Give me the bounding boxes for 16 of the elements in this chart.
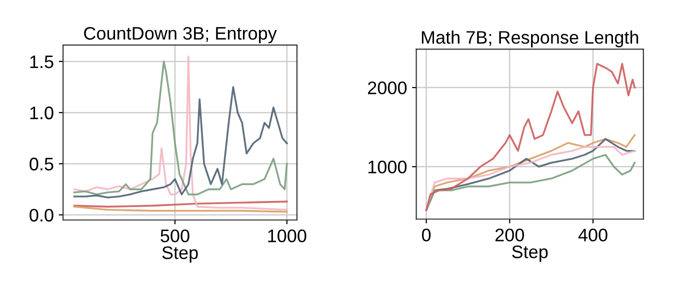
x-tick-label: 1000 xyxy=(268,230,306,242)
x-tick-label: 400 xyxy=(578,228,608,242)
x-tick-label: 0 xyxy=(422,228,431,242)
y-tick-label: 1.0 xyxy=(30,106,54,120)
chart-title: Math 7B; Response Length xyxy=(422,30,638,48)
x-tick-label: 200 xyxy=(495,228,524,242)
x-axis-title: Step xyxy=(512,245,548,262)
line-series xyxy=(425,62,636,212)
y-tick-label: 0.5 xyxy=(30,158,54,170)
y-tick-label: 0.0 xyxy=(30,208,54,222)
chart-title: CountDown 3B; Entropy xyxy=(84,26,277,44)
y-tick-label: 2000 xyxy=(368,81,407,94)
y-tick-label: 1.5 xyxy=(30,56,54,68)
line-series xyxy=(73,86,288,198)
x-tick-label: 500 xyxy=(160,230,190,242)
x-axis-title: Step xyxy=(162,246,198,263)
